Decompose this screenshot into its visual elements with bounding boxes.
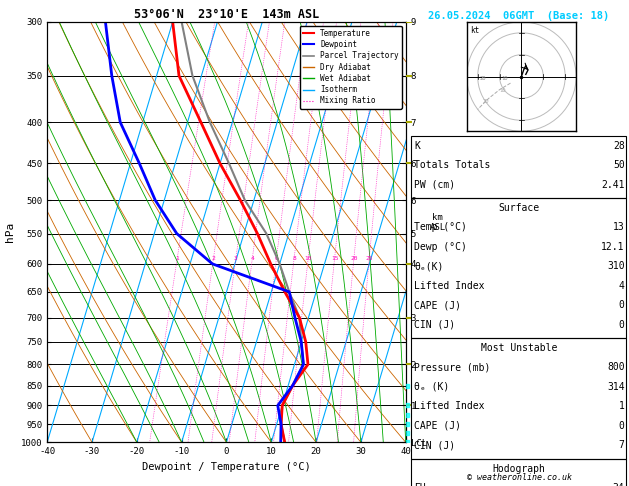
Text: K: K [414,141,420,151]
Text: 20: 20 [350,256,358,260]
Text: Dewp (°C): Dewp (°C) [414,242,467,252]
Text: θₑ (K): θₑ (K) [414,382,449,392]
Text: Temp (°C): Temp (°C) [414,223,467,232]
Text: 3: 3 [234,256,238,260]
Text: Totals Totals: Totals Totals [414,160,490,170]
Text: Lifted Index: Lifted Index [414,401,484,411]
Text: Lifted Index: Lifted Index [414,281,484,291]
Text: 10: 10 [499,88,506,93]
Text: 15: 15 [331,256,338,260]
Text: kt: kt [470,26,479,35]
Text: 12.1: 12.1 [601,242,625,252]
Text: 4: 4 [250,256,254,260]
Text: 7: 7 [619,440,625,450]
Text: 800: 800 [607,363,625,372]
Text: CIN (J): CIN (J) [414,320,455,330]
Text: Hodograph: Hodograph [493,464,546,473]
Y-axis label: hPa: hPa [5,222,15,242]
Text: 310: 310 [607,261,625,271]
Text: 0: 0 [619,300,625,310]
X-axis label: Dewpoint / Temperature (°C): Dewpoint / Temperature (°C) [142,462,311,472]
Text: 20: 20 [482,99,489,104]
Text: 0: 0 [619,421,625,431]
Text: θₑ(K): θₑ(K) [414,261,443,271]
Text: 1: 1 [619,401,625,411]
Text: 10: 10 [304,256,312,260]
Text: Surface: Surface [499,203,540,213]
Text: 34: 34 [613,483,625,486]
Text: 314: 314 [607,382,625,392]
Text: 2: 2 [211,256,215,260]
Text: 0: 0 [619,320,625,330]
Text: © weatheronline.co.uk: © weatheronline.co.uk [467,473,572,482]
Text: CAPE (J): CAPE (J) [414,300,461,310]
Text: 50: 50 [613,160,625,170]
Text: CIN (J): CIN (J) [414,440,455,450]
Text: Most Unstable: Most Unstable [481,343,557,353]
Text: 1: 1 [175,256,179,260]
Text: EH: EH [414,483,426,486]
Text: 2.41: 2.41 [601,180,625,190]
Text: 20: 20 [480,76,486,81]
Text: 26.05.2024  06GMT  (Base: 18): 26.05.2024 06GMT (Base: 18) [428,11,609,21]
Y-axis label: km
ASL: km ASL [430,213,446,232]
Text: 13: 13 [613,223,625,232]
Text: 10: 10 [502,76,508,81]
Legend: Temperature, Dewpoint, Parcel Trajectory, Dry Adiabat, Wet Adiabat, Isotherm, Mi: Temperature, Dewpoint, Parcel Trajectory… [299,26,402,108]
Text: 6: 6 [275,256,279,260]
Text: 4: 4 [619,281,625,291]
Text: 28: 28 [613,141,625,151]
Text: PW (cm): PW (cm) [414,180,455,190]
Title: 53°06'N  23°10'E  143m ASL: 53°06'N 23°10'E 143m ASL [134,8,319,21]
Text: 8: 8 [292,256,296,260]
Text: CAPE (J): CAPE (J) [414,421,461,431]
Text: Pressure (mb): Pressure (mb) [414,363,490,372]
Text: 25: 25 [365,256,373,260]
